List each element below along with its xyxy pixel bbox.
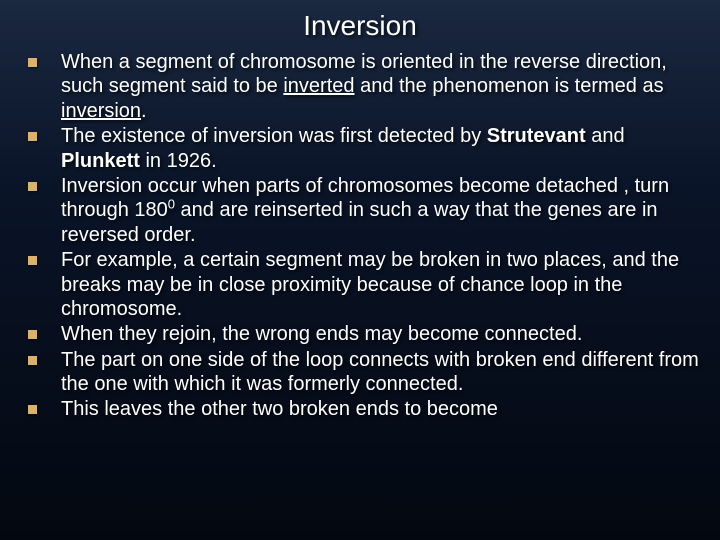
bullet-icon [28,132,37,141]
item-text: The existence of inversion was first det… [61,124,702,173]
slide-title: Inversion [10,10,710,42]
item-text: When a segment of chromosome is oriented… [61,50,702,123]
list-item: The existence of inversion was first det… [28,124,702,173]
item-text: Inversion occur when parts of chromosome… [61,174,702,247]
item-text: This leaves the other two broken ends to… [61,397,702,421]
list-item: When a segment of chromosome is oriented… [28,50,702,123]
list-item: The part on one side of the loop connect… [28,348,702,397]
list-item: For example, a certain segment may be br… [28,248,702,321]
list-item: When they rejoin, the wrong ends may bec… [28,322,702,346]
slide-content: When a segment of chromosome is oriented… [10,50,710,422]
bullet-icon [28,405,37,414]
bullet-icon [28,356,37,365]
bullet-icon [28,182,37,191]
bullet-icon [28,256,37,265]
list-item: Inversion occur when parts of chromosome… [28,174,702,247]
slide: Inversion When a segment of chromosome i… [0,0,720,540]
item-text: The part on one side of the loop connect… [61,348,702,397]
list-item: This leaves the other two broken ends to… [28,397,702,421]
item-text: When they rejoin, the wrong ends may bec… [61,322,702,346]
item-text: For example, a certain segment may be br… [61,248,702,321]
bullet-icon [28,58,37,67]
bullet-icon [28,330,37,339]
